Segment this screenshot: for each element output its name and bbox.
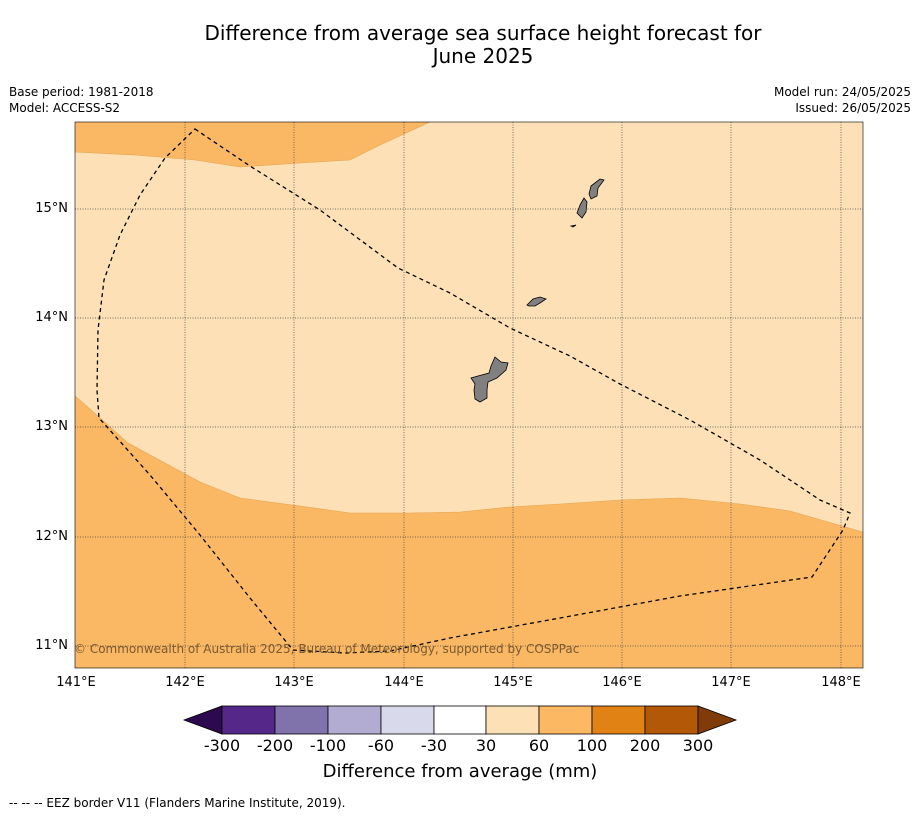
map-area: © Commonwealth of Australia 2025, Bureau… — [74, 122, 863, 668]
colorbar-label: 200 — [629, 736, 661, 755]
colorbar-swatch — [644, 705, 699, 735]
lon-label: 142°E — [165, 675, 205, 690]
colorbar-label: -100 — [309, 736, 347, 755]
colorbar-label: -60 — [367, 736, 395, 755]
colorbar-swatch — [485, 705, 540, 735]
colorbar-swatch — [221, 705, 276, 735]
colorbar-label: -300 — [203, 736, 241, 755]
colorbar-swatch — [327, 705, 382, 735]
colorbar-label: -200 — [256, 736, 294, 755]
island-saipan — [588, 178, 605, 200]
eez-legend-note: -- -- -- EEZ border V11 (Flanders Marine… — [9, 796, 346, 810]
colorbar-swatch — [591, 705, 646, 735]
issued-date: Issued: 26/05/2025 — [795, 101, 911, 115]
lat-label: 13°N — [35, 419, 68, 434]
model-run: Model run: 24/05/2025 — [773, 85, 911, 99]
meta-left: Base period: 1981-2018 Model: ACCESS-S2 — [9, 84, 154, 116]
map-frame — [74, 121, 864, 669]
colorbar-swatch — [380, 705, 435, 735]
graticule — [75, 122, 863, 668]
colorbar-title: Difference from average (mm) — [322, 761, 598, 782]
colorbar — [182, 705, 738, 735]
colorbar-label: 100 — [576, 736, 608, 755]
meta-right: Model run: 24/05/2025 Issued: 26/05/2025 — [774, 84, 911, 116]
lon-label: 144°E — [384, 675, 424, 690]
colorbar-label: -30 — [420, 736, 448, 755]
colorbar-swatch — [274, 705, 329, 735]
lon-label: 147°E — [711, 675, 751, 690]
colorbar-swatch — [433, 705, 487, 735]
title-line-1: Difference from average sea surface heig… — [204, 21, 762, 45]
island-rota — [526, 296, 547, 307]
lat-label: 14°N — [35, 310, 68, 325]
contour-line — [75, 395, 863, 533]
lat-label: 12°N — [35, 529, 68, 544]
island-tinian — [576, 197, 588, 219]
colorbar-label: 60 — [528, 736, 550, 755]
model-name: Model: ACCESS-S2 — [9, 101, 121, 115]
base-period: Base period: 1981-2018 — [9, 85, 154, 99]
lat-label: 11°N — [35, 638, 68, 653]
lon-label: 148°E — [821, 675, 861, 690]
colorbar-swatch — [538, 705, 593, 735]
colorbar-extend-high — [697, 705, 738, 735]
eez-border — [96, 128, 851, 654]
lat-label: 15°N — [35, 201, 68, 216]
copyright-text: © Commonwealth of Australia 2025, Bureau… — [74, 642, 579, 656]
lon-label: 143°E — [274, 675, 314, 690]
island-aguijan — [569, 224, 577, 228]
chart-title: Difference from average sea surface heig… — [0, 22, 919, 68]
colorbar-label: 300 — [682, 736, 714, 755]
title-line-2: June 2025 — [432, 44, 534, 68]
colorbar-extend-low — [182, 705, 223, 735]
islands — [470, 178, 605, 403]
lon-label: 145°E — [493, 675, 533, 690]
colorbar-label: 30 — [475, 736, 497, 755]
island-guam — [470, 356, 509, 403]
lon-label: 146°E — [602, 675, 642, 690]
lon-label: 141°E — [56, 675, 96, 690]
zone-light-orange — [75, 122, 863, 532]
contour-line — [75, 122, 431, 168]
